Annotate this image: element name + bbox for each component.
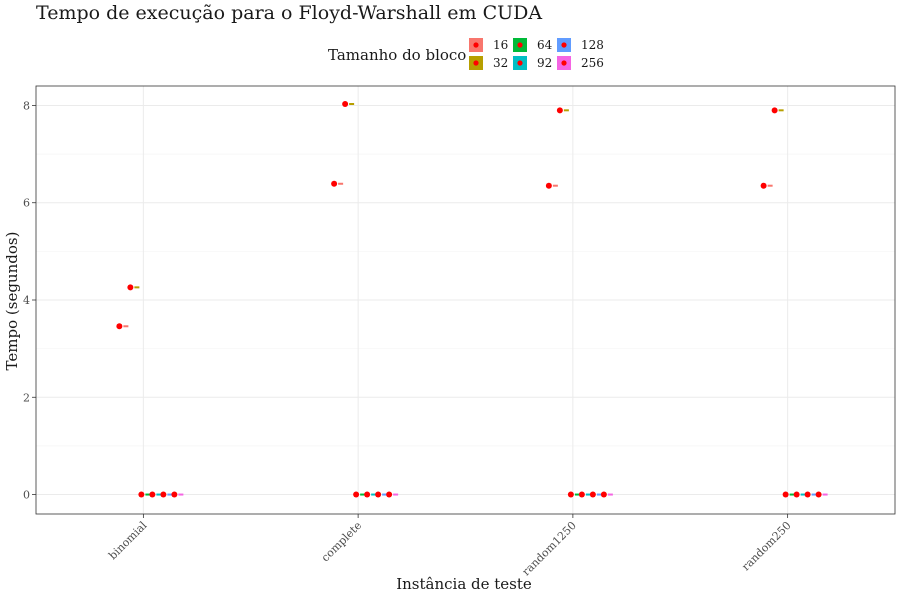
legend-key-32: 32 [469, 56, 508, 70]
x-axis-title: Instância de teste [396, 575, 532, 593]
x-tick-label: binomial [106, 519, 150, 563]
data-point [545, 182, 552, 189]
legend-label: 128 [581, 38, 604, 52]
legend: Tamanho do bloco 16 32 64 92 128 256 [328, 38, 604, 70]
data-point [600, 491, 607, 498]
legend-point [517, 60, 523, 66]
data-point [342, 100, 349, 107]
legend-point [473, 60, 479, 66]
legend-label: 256 [581, 56, 604, 70]
data-point [138, 491, 145, 498]
series-256 [171, 491, 828, 498]
legend-label: 32 [493, 56, 508, 70]
data-point [782, 491, 789, 498]
series-16 [116, 180, 773, 330]
data-point [149, 491, 156, 498]
data-point [353, 491, 360, 498]
data-point [364, 491, 371, 498]
y-tick-label: 6 [23, 197, 30, 210]
x-tick-label: complete [319, 519, 364, 564]
legend-label: 16 [493, 38, 508, 52]
data-point [760, 182, 767, 189]
data-marks [116, 100, 828, 498]
series-64 [138, 491, 795, 498]
data-point [804, 491, 811, 498]
data-point [375, 491, 382, 498]
data-point [578, 491, 585, 498]
y-tick-label: 2 [23, 391, 30, 404]
y-axis: 0 2 4 6 8 [23, 99, 36, 502]
y-tick-label: 8 [23, 99, 30, 112]
legend-point [561, 60, 567, 66]
data-point [771, 107, 778, 114]
data-point [331, 180, 338, 187]
legend-key-64: 64 [513, 38, 553, 52]
x-tick-label: random250 [739, 519, 793, 573]
x-tick-label: random1250 [520, 519, 579, 578]
data-point [160, 491, 167, 498]
plot-panel [35, 85, 896, 515]
x-axis: binomial complete random1250 random250 [106, 514, 794, 578]
legend-key-128: 128 [557, 38, 604, 52]
legend-point [473, 42, 479, 48]
y-tick-label: 4 [23, 294, 30, 307]
series-32 [127, 100, 784, 291]
data-point [567, 491, 574, 498]
data-point [127, 284, 134, 291]
y-tick-label: 0 [23, 489, 30, 502]
data-point [556, 107, 563, 114]
legend-key-16: 16 [469, 38, 508, 52]
legend-key-256: 256 [557, 56, 604, 70]
legend-label: 64 [537, 38, 553, 52]
data-point [815, 491, 822, 498]
legend-point [561, 42, 567, 48]
data-point [793, 491, 800, 498]
data-point [589, 491, 596, 498]
legend-key-92: 92 [513, 56, 552, 70]
data-point [171, 491, 178, 498]
data-point [116, 323, 123, 330]
chart-title: Tempo de execução para o Floyd-Warshall … [36, 2, 542, 24]
legend-label: 92 [537, 56, 552, 70]
legend-title: Tamanho do bloco [328, 46, 466, 64]
legend-point [517, 42, 523, 48]
y-axis-title: Tempo (segundos) [3, 232, 21, 371]
data-point [386, 491, 393, 498]
